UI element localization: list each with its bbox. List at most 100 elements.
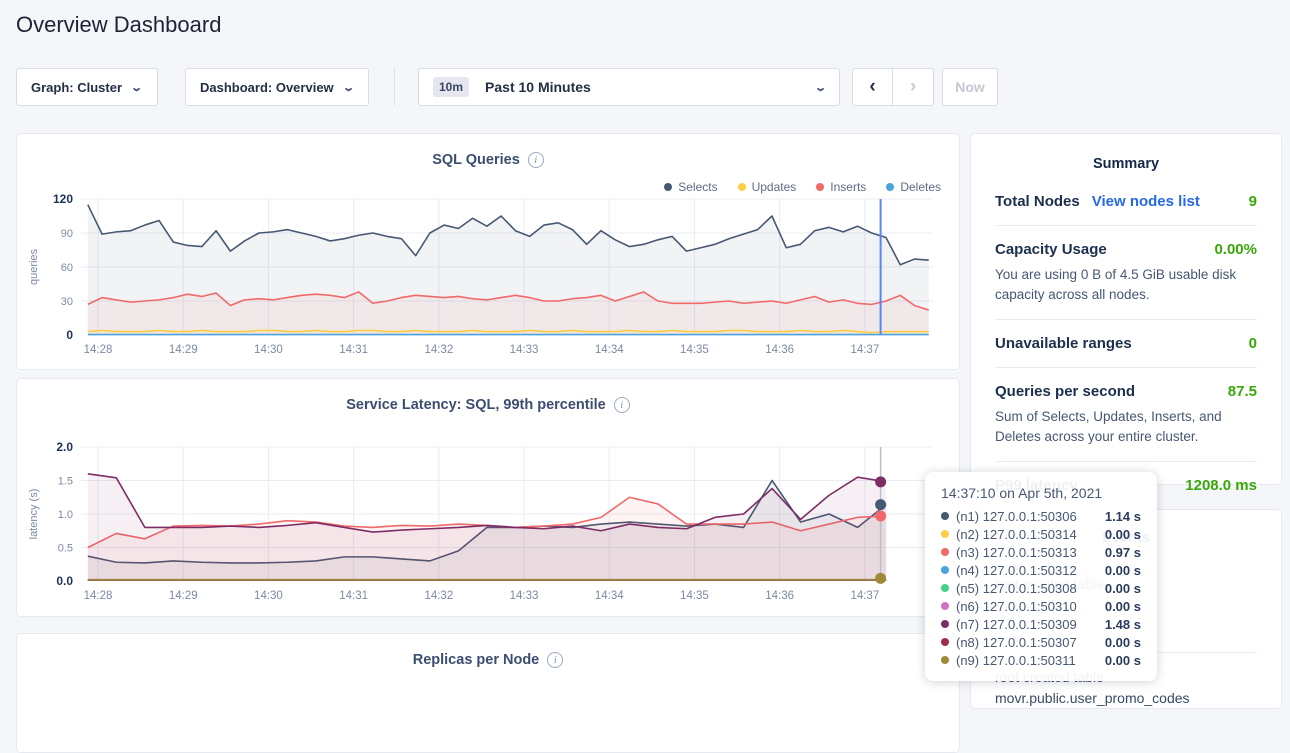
tooltip-timestamp: 14:37:10 on Apr 5th, 2021 [941,485,1103,501]
svg-text:14:30: 14:30 [254,590,283,602]
controls-divider [394,68,395,106]
node-color-dot [941,620,949,628]
legend-item-selects[interactable]: Selects [664,180,718,194]
node-color-dot [941,548,949,556]
node-address: (n7) 127.0.0.1:50309 [956,616,1077,632]
node-address: (n1) 127.0.0.1:50306 [956,508,1077,524]
qps-desc: Sum of Selects, Updates, Inserts, and De… [995,409,1222,444]
node-latency-value: 0.97 s [1104,544,1141,560]
capacity-usage-desc: You are using 0 B of 4.5 GiB usable disk… [995,267,1237,302]
node-latency-value: 0.00 s [1104,598,1141,614]
svg-text:14:29: 14:29 [169,344,198,356]
node-latency-value: 0.00 s [1104,652,1141,668]
node-address: (n5) 127.0.0.1:50308 [956,580,1077,596]
qps-label: Queries per second [995,383,1136,401]
info-icon[interactable]: i [527,152,544,168]
svg-text:14:29: 14:29 [169,590,198,602]
svg-text:14:37: 14:37 [850,590,879,602]
node-color-dot [941,584,949,592]
capacity-usage-row: Capacity Usage 0.00% [995,241,1257,258]
page-title: Overview Dashboard [16,12,222,37]
chart-title-row: Service Latency: SQL, 99th percentile i [17,379,959,413]
total-nodes-row: Total Nodes View nodes list 9 [995,193,1257,210]
svg-text:14:36: 14:36 [765,344,794,356]
tooltip-node-row: (n2) 127.0.0.1:50314 0.00 s [941,525,1141,543]
view-nodes-list-link[interactable]: View nodes list [1091,193,1200,210]
now-button[interactable]: Now [942,68,998,106]
capacity-usage-label: Capacity Usage [995,241,1107,258]
tooltip-node-row: (n4) 127.0.0.1:50312 0.00 s [941,561,1141,579]
time-forward-button[interactable]: › [909,76,917,97]
total-nodes-label: Total Nodes [995,193,1080,210]
dashboard-dropdown[interactable]: Dashboard: Overview ⌄ [185,68,369,106]
svg-text:14:37: 14:37 [850,344,879,356]
replicas-per-node-card: Replicas per Node i [16,633,960,753]
qps-value: 87.5 [1227,383,1257,401]
svg-text:14:34: 14:34 [595,590,624,602]
qps-row: Queries per second 87.5 [995,383,1257,400]
svg-text:1.5: 1.5 [58,476,73,488]
svg-text:14:31: 14:31 [339,344,368,356]
node-latency-value: 0.00 s [1104,562,1141,578]
chart-title: SQL Queries [432,152,520,168]
node-latency-value: 0.00 s [1104,580,1141,596]
svg-text:14:33: 14:33 [510,344,539,356]
legend-item-deletes[interactable]: Deletes [886,180,941,194]
p99-latency-value: 1208.0 ms [1185,477,1257,495]
svg-text:14:30: 14:30 [254,344,283,356]
sql-queries-chart[interactable]: 14:28 14:29 14:30 14:31 14:32 14:33 14:34 14:35… [25,193,945,361]
unavailable-ranges-value: 0 [1248,335,1257,353]
summary-heading: Summary [1092,156,1160,172]
time-back-button[interactable]: ‹ [853,69,894,105]
node-color-dot [941,602,949,610]
unavailable-ranges-label: Unavailable ranges [995,335,1132,353]
svg-text:14:32: 14:32 [424,590,453,602]
time-range-badge: 10m [433,77,470,97]
node-address: (n2) 127.0.0.1:50314 [956,526,1077,542]
svg-text:0: 0 [66,328,73,342]
node-latency-value: 0.00 s [1104,526,1141,542]
time-range-label: Past 10 Minutes [485,79,591,95]
tooltip-rows: (n1) 127.0.0.1:50306 1.14 s (n2) 127.0.0.1… [941,507,1141,669]
chart-title-row: SQL Queries i [17,134,959,168]
node-color-dot [941,566,949,574]
svg-text:14:33: 14:33 [510,590,539,602]
chevron-down-icon: ⌄ [130,81,144,94]
node-address: (n3) 127.0.0.1:50313 [956,544,1077,560]
node-address: (n9) 127.0.0.1:50311 [956,652,1076,668]
svg-text:queries: queries [28,248,40,285]
legend-dot [816,183,825,191]
node-color-dot [941,512,949,520]
svg-text:14:28: 14:28 [84,344,113,356]
info-icon[interactable]: i [547,652,564,668]
chevron-down-icon: ⌄ [341,81,355,94]
svg-text:14:35: 14:35 [680,344,709,356]
tooltip-node-row: (n5) 127.0.0.1:50308 0.00 s [941,579,1141,597]
tooltip-node-row: (n9) 127.0.0.1:50311 0.00 s [941,651,1141,669]
graph-dropdown[interactable]: Graph: Cluster ⌄ [16,68,158,106]
tooltip-node-row: (n1) 127.0.0.1:50306 1.14 s [941,507,1141,525]
node-address: (n8) 127.0.0.1:50307 [956,634,1077,650]
time-range-dropdown[interactable]: 10m Past 10 Minutes ⌄ [418,68,840,106]
service-latency-card: Service Latency: SQL, 99th percentile i … [16,378,960,617]
svg-text:120: 120 [53,193,73,206]
svg-text:14:28: 14:28 [84,590,113,602]
node-latency-value: 1.48 s [1104,616,1141,632]
node-address: (n6) 127.0.0.1:50310 [956,598,1077,614]
legend-dot [664,183,673,191]
capacity-usage-value: 0.00% [1214,241,1257,258]
node-color-dot [941,638,949,646]
event-text: movr.public.user_promo_codes [995,689,1190,706]
service-latency-chart[interactable]: 14:28 14:29 14:30 14:31 14:32 14:33 14:34 14:35… [25,441,945,605]
tooltip-node-row: (n8) 127.0.0.1:50307 0.00 s [941,633,1141,651]
dashboard-dropdown-label: Dashboard: Overview [200,79,334,95]
svg-text:90: 90 [61,228,73,240]
info-icon[interactable]: i [613,397,630,413]
legend-item-inserts[interactable]: Inserts [816,180,866,194]
svg-text:14:34: 14:34 [595,344,624,356]
unavailable-ranges-row: Unavailable ranges 0 [995,335,1257,352]
legend-item-updates[interactable]: Updates [737,180,796,194]
svg-text:2.0: 2.0 [56,441,73,454]
node-address: (n4) 127.0.0.1:50312 [956,562,1077,578]
legend-dot [886,183,895,191]
